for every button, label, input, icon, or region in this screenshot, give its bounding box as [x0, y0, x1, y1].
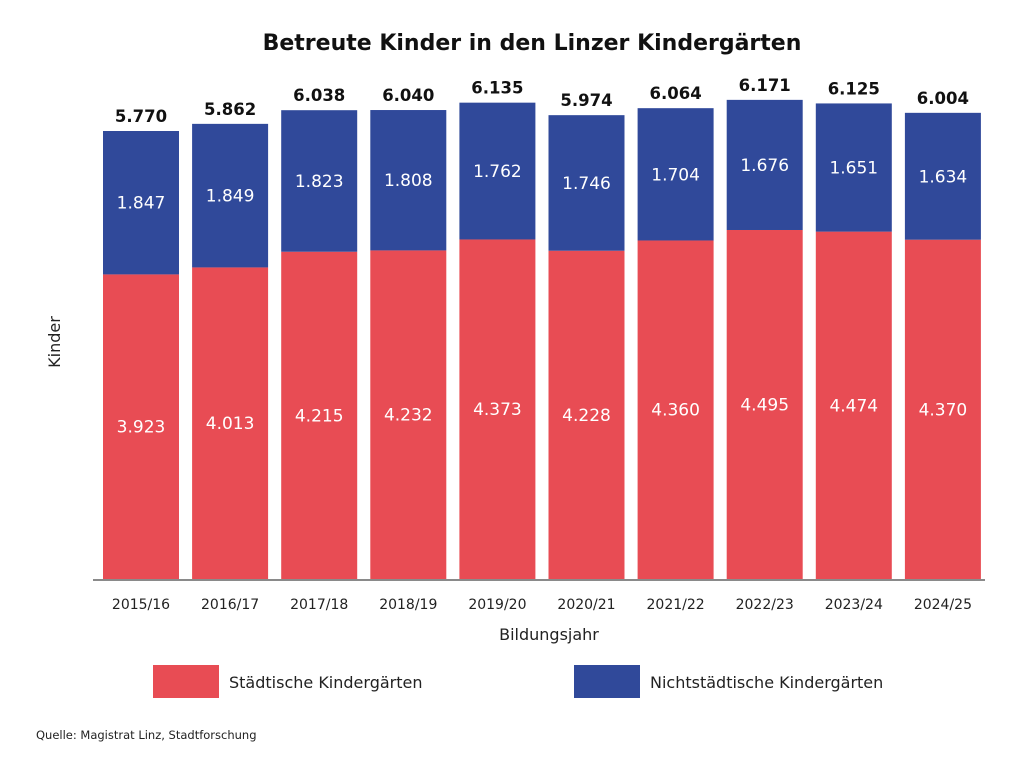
- bar-stack: 4.232 1.808 6.040: [370, 86, 447, 579]
- bar-segment-nichtstaedtische: [548, 115, 625, 251]
- bar-segment-nichtstaedtische: [192, 123, 269, 268]
- bar-segment-staedtische: [815, 231, 892, 579]
- bar-stack: 4.228 1.746 5.974: [548, 91, 625, 580]
- data-label-nichtstaedtische: 1.823: [295, 172, 344, 192]
- total-label: 5.862: [204, 100, 256, 119]
- bar-stack: 4.495 1.676 6.171: [726, 76, 803, 579]
- legend-label-nichtstaedtische: Nichtstädtische Kindergärten: [650, 673, 883, 692]
- bar-segment-staedtische: [637, 240, 714, 579]
- x-tick-label: 2020/21: [557, 597, 615, 613]
- data-label-nichtstaedtische: 1.847: [117, 194, 166, 214]
- bar-stack: 4.360 1.704 6.064: [637, 84, 714, 579]
- data-label-nichtstaedtische: 1.746: [562, 174, 611, 194]
- bar-segment-staedtische: [904, 239, 981, 579]
- data-label-staedtische: 4.215: [295, 406, 344, 426]
- legend-swatch-nichtstaedtische: [574, 665, 640, 698]
- data-label-nichtstaedtische: 1.634: [919, 167, 968, 187]
- data-label-staedtische: 4.360: [651, 401, 700, 421]
- data-label-staedtische: 4.495: [740, 395, 789, 415]
- bar-stack: 4.373 1.762 6.135: [459, 79, 536, 580]
- total-label: 6.135: [471, 79, 523, 98]
- data-label-staedtische: 3.923: [117, 418, 166, 438]
- total-label: 6.004: [917, 89, 969, 108]
- bar-segment-staedtische: [459, 239, 536, 580]
- x-tick-label: 2024/25: [914, 597, 972, 613]
- y-axis-title: Kinder: [45, 316, 64, 368]
- total-label: 6.171: [739, 76, 791, 95]
- legend-label-staedtische: Städtische Kindergärten: [229, 673, 422, 692]
- data-label-staedtische: 4.013: [206, 414, 255, 434]
- total-label: 6.064: [649, 84, 701, 103]
- total-label: 5.770: [115, 107, 167, 126]
- bar-segment-staedtische: [370, 250, 447, 579]
- bar-stack: 4.474 1.651 6.125: [815, 79, 892, 579]
- total-label: 5.974: [560, 91, 612, 110]
- x-tick-label: 2021/22: [647, 597, 705, 613]
- bar-segment-nichtstaedtische: [103, 131, 179, 275]
- bar-segment-staedtische: [192, 267, 269, 579]
- bar-stack: 4.370 1.634 6.004: [904, 89, 981, 579]
- x-tick-label: 2017/18: [290, 597, 348, 613]
- total-label: 6.125: [828, 79, 880, 98]
- data-label-staedtische: 4.373: [473, 400, 522, 420]
- x-tick-label: 2015/16: [112, 597, 170, 613]
- data-label-nichtstaedtische: 1.704: [651, 165, 700, 185]
- legend-swatch-staedtische: [153, 665, 219, 698]
- data-label-nichtstaedtische: 1.849: [206, 187, 255, 207]
- x-tick-label: 2018/19: [379, 597, 437, 613]
- data-label-nichtstaedtische: 1.762: [473, 162, 522, 182]
- data-label-nichtstaedtische: 1.808: [384, 171, 433, 191]
- data-label-staedtische: 4.228: [562, 406, 611, 426]
- legend: Städtische Kindergärten Nichtstädtische …: [153, 665, 883, 698]
- bar-segment-staedtische: [281, 251, 358, 579]
- data-label-staedtische: 4.232: [384, 406, 433, 426]
- bar-segment-nichtstaedtische: [904, 112, 981, 240]
- source-note: Quelle: Magistrat Linz, Stadtforschung: [36, 728, 257, 742]
- x-tick-label: 2023/24: [825, 597, 883, 613]
- bar-stack: 4.013 1.849 5.862: [192, 100, 269, 579]
- data-label-staedtische: 4.474: [829, 396, 878, 416]
- bars-group: 3.923 1.847 5.770 4.013 1.849 5.862 4.215 1.823…: [103, 76, 981, 580]
- bar-segment-staedtische: [726, 229, 803, 579]
- bar-stack: 4.215 1.823 6.038: [281, 86, 358, 579]
- chart-title: Betreute Kinder in den Linzer Kindergärt…: [263, 31, 802, 56]
- x-tick-label: 2016/17: [201, 597, 259, 613]
- legend-item-nichtstaedtische: Nichtstädtische Kindergärten: [574, 665, 883, 698]
- data-label-nichtstaedtische: 1.651: [829, 159, 878, 179]
- bar-segment-nichtstaedtische: [815, 103, 892, 232]
- data-label-nichtstaedtische: 1.676: [740, 156, 789, 176]
- bar-segment-staedtische: [548, 250, 625, 580]
- total-label: 6.040: [382, 86, 434, 105]
- bar-segment-nichtstaedtische: [370, 110, 447, 251]
- x-tick-label: 2022/23: [736, 597, 794, 613]
- data-label-staedtische: 4.370: [919, 400, 968, 420]
- bar-segment-nichtstaedtische: [726, 99, 803, 230]
- bar-segment-staedtische: [103, 274, 179, 579]
- bar-segment-nichtstaedtische: [459, 102, 536, 240]
- bar-stack: 3.923 1.847 5.770: [103, 107, 179, 579]
- legend-item-staedtische: Städtische Kindergärten: [153, 665, 422, 698]
- total-label: 6.038: [293, 86, 345, 105]
- x-tick-label: 2019/20: [468, 597, 526, 613]
- bar-segment-nichtstaedtische: [637, 108, 714, 241]
- x-tick-labels: 2015/16 2016/17 2017/18 2018/19 2019/20 2020/…: [112, 597, 972, 613]
- x-axis-title: Bildungsjahr: [499, 625, 599, 644]
- bar-segment-nichtstaedtische: [281, 110, 358, 252]
